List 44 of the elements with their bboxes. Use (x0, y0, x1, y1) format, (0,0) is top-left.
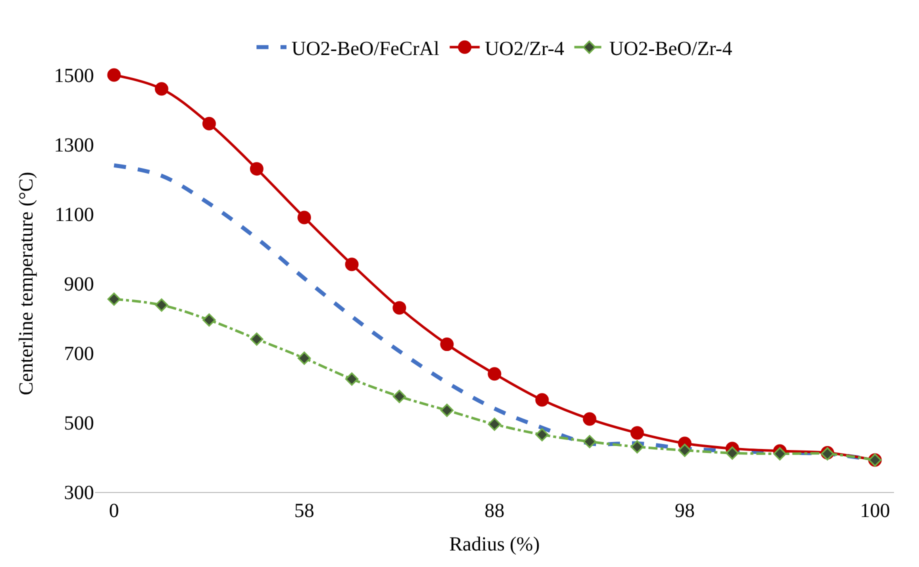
point (440, 404, 454, 417)
point (250, 162, 264, 176)
point (154, 298, 168, 312)
y-tick-label: 900 (64, 274, 94, 296)
point (678, 444, 692, 457)
y-tick-label: 500 (64, 412, 94, 434)
point (345, 372, 358, 386)
x-tick-label: 98 (674, 500, 695, 522)
legend-label: UO2-BeO/FeCrAl (292, 38, 440, 60)
point (726, 446, 739, 460)
point (583, 435, 596, 448)
point (440, 338, 454, 352)
point (582, 412, 596, 426)
point (154, 82, 168, 96)
point (630, 426, 644, 440)
point (392, 301, 406, 315)
y-tick-label: 1300 (54, 134, 94, 156)
point (202, 116, 216, 130)
point (773, 447, 786, 460)
point (535, 428, 549, 442)
point (488, 418, 502, 431)
x-tick-label: 88 (484, 500, 504, 522)
point (202, 313, 216, 327)
point (107, 292, 121, 306)
y-tick-label: 700 (64, 343, 94, 365)
point (298, 210, 312, 224)
y-tick-label: 1100 (54, 204, 94, 226)
x-axis-title: Radius (%) (449, 534, 540, 556)
point (107, 68, 121, 82)
point (298, 352, 311, 365)
x-tick-label: 0 (109, 500, 120, 522)
point (250, 332, 264, 346)
x-tick-label: 100 (860, 500, 890, 522)
point (392, 390, 406, 404)
y-tick-label: 1500 (54, 65, 94, 87)
point (630, 440, 644, 454)
legend-label: UO2/Zr-4 (484, 38, 564, 60)
y-axis-title: Centerline temperature (°C) (16, 172, 38, 396)
point (345, 258, 359, 272)
point (488, 367, 502, 381)
y-tick-label: 300 (64, 482, 94, 504)
point (535, 393, 549, 407)
legend-label: UO2-BeO/Zr-4 (609, 38, 732, 60)
x-tick-label: 58 (294, 500, 314, 522)
